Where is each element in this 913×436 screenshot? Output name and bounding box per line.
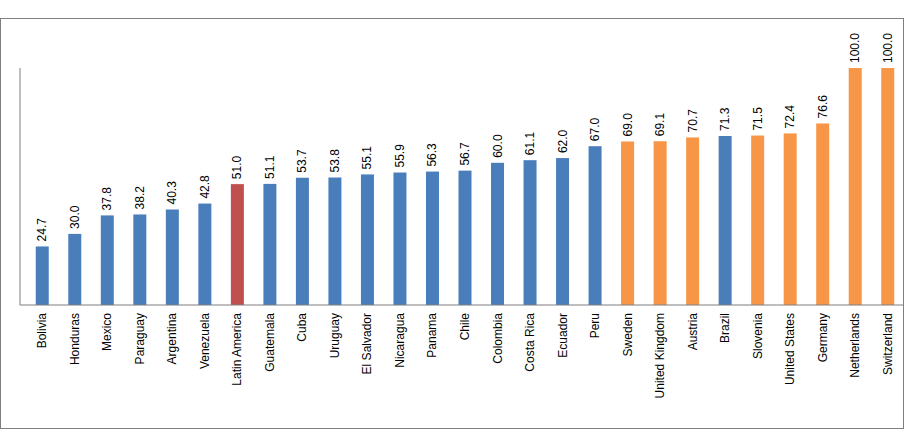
category-label: United Kingdom bbox=[653, 313, 667, 398]
bar bbox=[621, 141, 634, 305]
category-label: Ecuador bbox=[556, 313, 570, 358]
bar bbox=[491, 163, 504, 305]
data-label: 71.5 bbox=[751, 107, 765, 131]
category-label: Sweden bbox=[621, 313, 635, 356]
data-label: 24.7 bbox=[35, 218, 49, 242]
bar bbox=[426, 172, 439, 305]
bar bbox=[686, 137, 699, 305]
y-axis bbox=[20, 68, 21, 305]
category-label: Guatemala bbox=[263, 313, 277, 372]
data-label: 69.1 bbox=[653, 113, 667, 137]
frame bbox=[1, 19, 904, 429]
bar bbox=[68, 234, 81, 305]
data-label: 55.9 bbox=[393, 144, 407, 168]
chart: 24.7 Bolivia 30.0 Honduras 37.8 Mexico 38.2 Par… bbox=[0, 0, 913, 436]
bar bbox=[556, 158, 569, 305]
bar bbox=[784, 133, 797, 305]
bar bbox=[328, 177, 341, 305]
bar bbox=[231, 184, 244, 305]
category-label: Switzerland bbox=[881, 313, 895, 375]
category-label: Honduras bbox=[68, 313, 82, 365]
category-label: Bolivia bbox=[35, 313, 49, 349]
bar bbox=[849, 68, 862, 305]
category-label: Colombia bbox=[491, 313, 505, 364]
category-label: United States bbox=[783, 313, 797, 385]
bar bbox=[654, 141, 667, 305]
bar bbox=[524, 160, 537, 305]
data-label: 53.8 bbox=[328, 149, 342, 173]
data-label: 53.7 bbox=[295, 149, 309, 173]
data-label: 100.0 bbox=[848, 33, 862, 63]
bar bbox=[459, 171, 472, 305]
data-label: 70.7 bbox=[686, 109, 700, 133]
category-label: Uruguay bbox=[328, 313, 342, 358]
category-label: Austria bbox=[686, 313, 700, 351]
data-label: 69.0 bbox=[621, 113, 635, 137]
data-label: 56.7 bbox=[458, 142, 472, 166]
category-label: El Salvador bbox=[360, 313, 374, 374]
bar bbox=[361, 174, 374, 305]
bars bbox=[36, 68, 894, 305]
data-label: 67.0 bbox=[588, 118, 602, 142]
category-label: Slovenia bbox=[751, 313, 765, 359]
data-label: 51.1 bbox=[263, 155, 277, 179]
category-label: Argentina bbox=[165, 313, 179, 365]
bar bbox=[198, 204, 211, 305]
category-label: Latin America bbox=[230, 313, 244, 386]
bar bbox=[133, 214, 146, 305]
bar bbox=[751, 136, 764, 305]
bar bbox=[36, 246, 49, 305]
data-label: 100.0 bbox=[881, 33, 895, 63]
data-label: 60.0 bbox=[491, 134, 505, 158]
x-axis bbox=[20, 305, 904, 306]
data-label: 40.3 bbox=[165, 181, 179, 205]
data-label: 76.6 bbox=[816, 95, 830, 119]
data-label: 56.3 bbox=[425, 143, 439, 167]
category-label: Venezuela bbox=[198, 313, 212, 369]
data-label: 51.0 bbox=[230, 155, 244, 179]
category-label: Nicaragua bbox=[393, 313, 407, 368]
data-label: 55.1 bbox=[360, 146, 374, 170]
category-label: Paraguay bbox=[133, 313, 147, 364]
bar bbox=[263, 184, 276, 305]
data-label: 30.0 bbox=[68, 205, 82, 229]
bar bbox=[881, 68, 894, 305]
labels: 24.7 Bolivia 30.0 Honduras 37.8 Mexico 38.2 Par… bbox=[35, 33, 894, 399]
category-label: Chile bbox=[458, 313, 472, 341]
category-label: Netherlands bbox=[848, 313, 862, 378]
bar bbox=[589, 146, 602, 305]
bar bbox=[719, 136, 732, 305]
bar bbox=[816, 123, 829, 305]
data-label: 72.4 bbox=[783, 105, 797, 129]
bar bbox=[296, 178, 309, 305]
category-label: Brazil bbox=[718, 313, 732, 343]
data-label: 38.2 bbox=[133, 186, 147, 210]
bar bbox=[101, 215, 114, 305]
bar bbox=[393, 173, 406, 305]
category-label: Panama bbox=[425, 313, 439, 358]
category-label: Mexico bbox=[100, 313, 114, 351]
category-label: Costa Rica bbox=[523, 313, 537, 372]
bar bbox=[166, 209, 179, 305]
data-label: 37.8 bbox=[100, 187, 114, 211]
category-label: Cuba bbox=[295, 313, 309, 342]
data-label: 71.3 bbox=[718, 107, 732, 131]
category-label: Germany bbox=[816, 313, 830, 362]
category-label: Peru bbox=[588, 313, 602, 338]
data-label: 42.8 bbox=[198, 175, 212, 199]
data-label: 61.1 bbox=[523, 132, 537, 156]
data-label: 62.0 bbox=[556, 129, 570, 153]
